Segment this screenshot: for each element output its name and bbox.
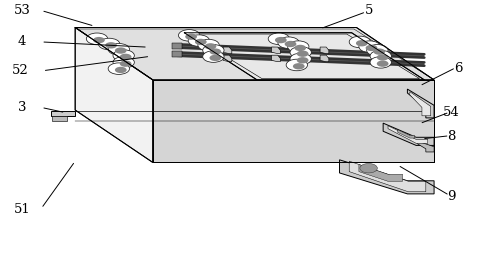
Circle shape — [105, 42, 117, 48]
Circle shape — [93, 37, 105, 43]
Circle shape — [376, 54, 388, 61]
Text: 5: 5 — [363, 4, 372, 17]
Circle shape — [373, 48, 384, 55]
Circle shape — [195, 39, 206, 45]
Circle shape — [296, 51, 308, 57]
Polygon shape — [223, 47, 231, 53]
Circle shape — [296, 57, 308, 63]
Circle shape — [289, 47, 311, 58]
Circle shape — [202, 45, 224, 56]
Polygon shape — [387, 126, 427, 143]
Circle shape — [376, 61, 388, 67]
Circle shape — [204, 43, 216, 50]
Polygon shape — [75, 28, 433, 80]
Circle shape — [113, 57, 134, 68]
Circle shape — [268, 33, 289, 45]
Circle shape — [284, 41, 296, 47]
Circle shape — [355, 40, 367, 46]
Circle shape — [197, 39, 219, 51]
Text: 9: 9 — [446, 190, 454, 203]
Circle shape — [188, 35, 209, 46]
Text: 4: 4 — [17, 35, 26, 48]
Text: 53: 53 — [14, 4, 30, 17]
Circle shape — [365, 45, 377, 51]
Circle shape — [113, 50, 134, 61]
Text: 3: 3 — [17, 101, 26, 114]
Circle shape — [369, 50, 391, 62]
Polygon shape — [319, 55, 328, 62]
Polygon shape — [172, 43, 182, 49]
Polygon shape — [319, 47, 328, 53]
Text: 8: 8 — [446, 130, 454, 143]
Circle shape — [366, 45, 387, 56]
Polygon shape — [223, 55, 231, 62]
Circle shape — [120, 61, 131, 67]
Polygon shape — [177, 44, 424, 58]
Circle shape — [358, 41, 379, 52]
Circle shape — [108, 63, 129, 74]
Circle shape — [294, 45, 305, 51]
Circle shape — [202, 51, 224, 62]
Polygon shape — [52, 116, 67, 121]
Circle shape — [98, 38, 120, 50]
Polygon shape — [75, 28, 152, 162]
Text: 52: 52 — [12, 64, 29, 77]
Polygon shape — [184, 33, 424, 80]
Circle shape — [178, 30, 199, 41]
Polygon shape — [382, 123, 433, 145]
Circle shape — [86, 33, 107, 45]
Polygon shape — [339, 160, 433, 194]
Polygon shape — [271, 47, 280, 53]
Circle shape — [286, 59, 307, 71]
Polygon shape — [416, 141, 433, 152]
Polygon shape — [177, 52, 424, 66]
Polygon shape — [358, 165, 402, 181]
Circle shape — [359, 163, 377, 173]
Circle shape — [209, 55, 221, 61]
Polygon shape — [172, 51, 182, 57]
Polygon shape — [271, 55, 280, 62]
Polygon shape — [407, 89, 433, 118]
Polygon shape — [348, 161, 425, 192]
Circle shape — [289, 53, 311, 65]
Polygon shape — [409, 92, 430, 116]
Circle shape — [369, 57, 391, 68]
Polygon shape — [51, 111, 75, 116]
Circle shape — [120, 54, 131, 60]
Circle shape — [348, 36, 370, 48]
Polygon shape — [152, 80, 433, 162]
Text: 6: 6 — [453, 62, 462, 75]
Circle shape — [274, 37, 286, 43]
Circle shape — [115, 47, 126, 54]
Circle shape — [108, 43, 129, 55]
Circle shape — [115, 67, 126, 73]
Circle shape — [292, 63, 304, 69]
Polygon shape — [397, 130, 414, 138]
Circle shape — [209, 48, 221, 55]
Circle shape — [185, 34, 197, 40]
Text: 54: 54 — [442, 106, 458, 119]
Circle shape — [287, 41, 308, 52]
Circle shape — [277, 37, 299, 48]
Text: 51: 51 — [14, 203, 30, 216]
